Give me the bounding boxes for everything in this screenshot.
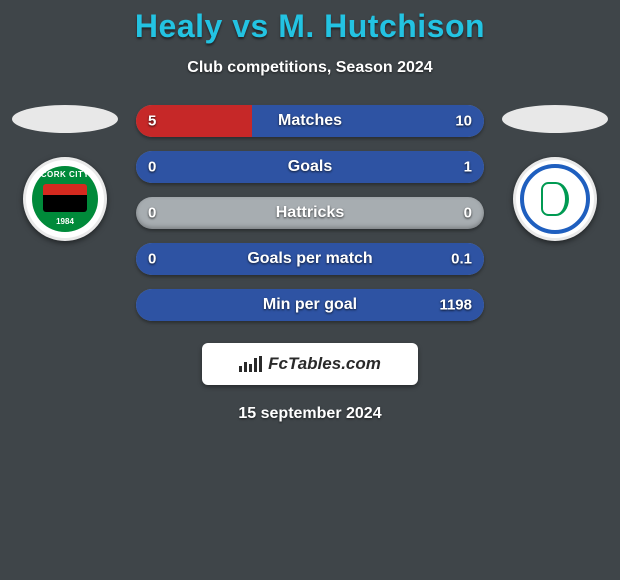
player-right-column (502, 105, 608, 241)
bar-label: Min per goal (263, 296, 357, 314)
bar-label: Matches (278, 112, 342, 130)
chart-icon (239, 356, 262, 372)
bar-value-left: 0 (148, 159, 156, 176)
comparison-widget: Healy vs M. Hutchison Club competitions,… (0, 0, 620, 423)
bar-label: Goals per match (247, 250, 372, 268)
crest-right-inner (520, 164, 590, 234)
bar-value-right: 1 (464, 159, 472, 176)
stat-bar: Goals 0 1 (136, 151, 484, 183)
crest-left-text-top: CORK CITY (41, 170, 90, 179)
bar-value-right: 1198 (439, 297, 472, 314)
footer-brand-badge[interactable]: FcTables.com (202, 343, 418, 385)
stat-bar: Min per goal 1198 (136, 289, 484, 321)
page-title: Healy vs M. Hutchison (0, 8, 620, 45)
stat-bars: Matches510Goals01Hattricks00Goals per ma… (136, 105, 484, 321)
crest-left-text-bottom: 1984 (56, 217, 74, 226)
bar-value-right: 0 (464, 205, 472, 222)
harp-icon (541, 182, 569, 216)
player-left-column: CORK CITY 1984 (12, 105, 118, 241)
bar-label: Hattricks (276, 204, 344, 222)
subtitle: Club competitions, Season 2024 (0, 59, 620, 77)
bar-value-right: 10 (455, 113, 472, 130)
stat-bar: Hattricks 0 0 (136, 197, 484, 229)
main-row: CORK CITY 1984 Matches 5 10 Goals 0 1 Hattrick… (0, 105, 620, 321)
player-left-crest: CORK CITY 1984 (23, 157, 107, 241)
bar-value-right: 0.1 (451, 251, 472, 268)
stat-bar: Goals per match 0 0.1 (136, 243, 484, 275)
stat-bar: Matches 5 10 (136, 105, 484, 137)
bar-value-left: 0 (148, 205, 156, 222)
player-right-crest (513, 157, 597, 241)
crest-left-graphic (43, 184, 87, 212)
date-text: 15 september 2024 (0, 405, 620, 423)
footer-brand-text: FcTables.com (268, 354, 381, 374)
bar-value-left: 5 (148, 113, 156, 130)
crest-left-inner: CORK CITY 1984 (32, 166, 98, 232)
bar-value-left: 0 (148, 251, 156, 268)
player-left-ellipse (12, 105, 118, 133)
player-right-ellipse (502, 105, 608, 133)
bar-label: Goals (288, 158, 332, 176)
